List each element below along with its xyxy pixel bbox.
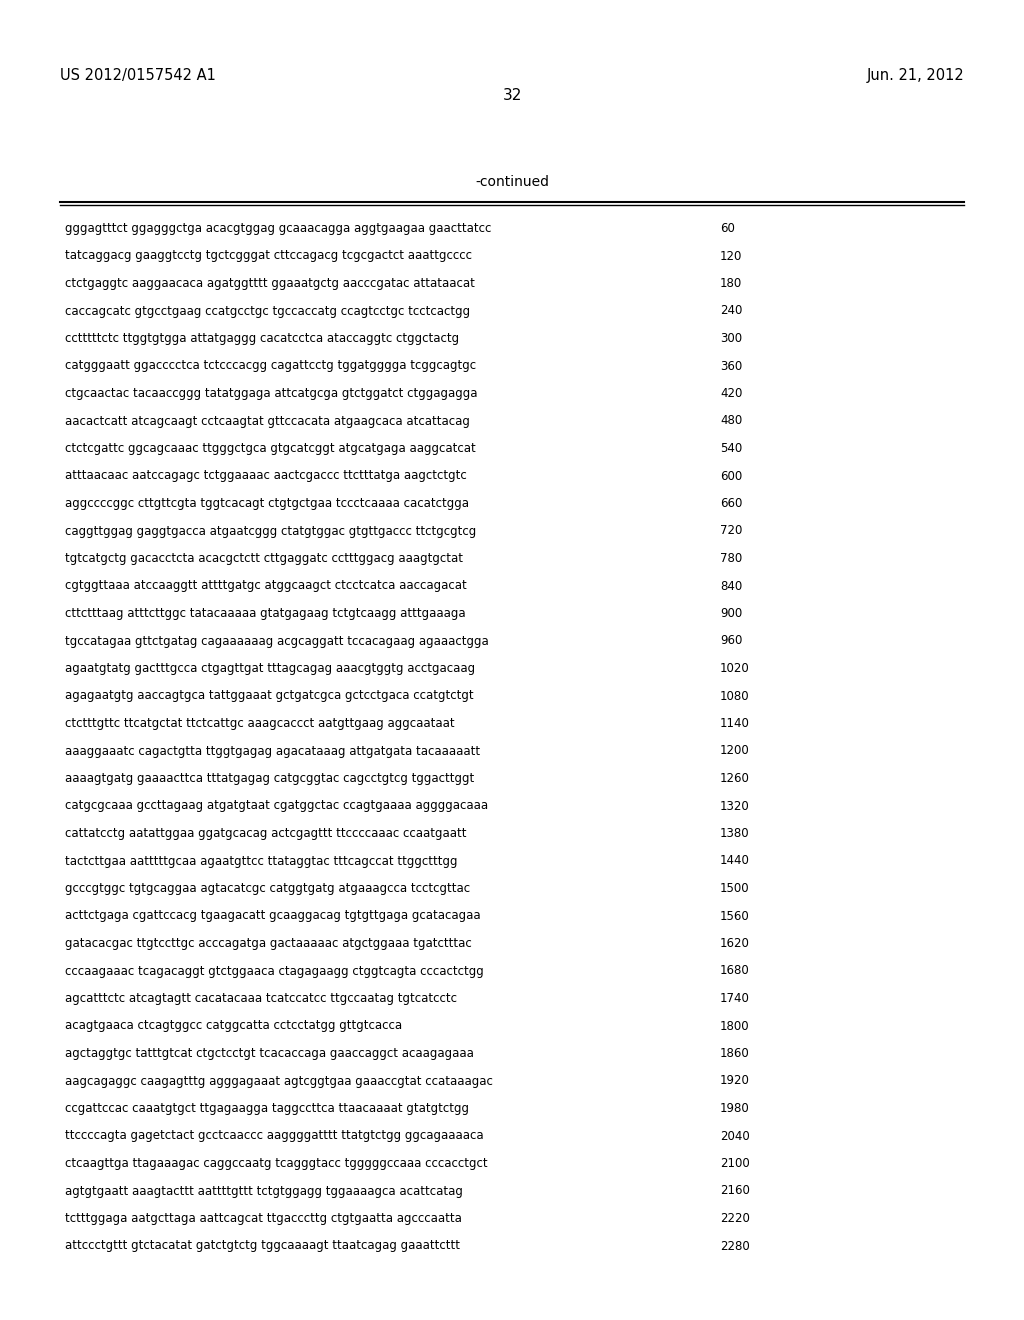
Text: ccgattccac caaatgtgct ttgagaagga taggccttca ttaacaaaat gtatgtctgg: ccgattccac caaatgtgct ttgagaagga taggcct… xyxy=(65,1102,469,1115)
Text: aggccccggc cttgttcgta tggtcacagt ctgtgctgaa tccctcaaaa cacatctgga: aggccccggc cttgttcgta tggtcacagt ctgtgct… xyxy=(65,498,469,510)
Text: 1320: 1320 xyxy=(720,800,750,813)
Text: gatacacgac ttgtccttgc acccagatga gactaaaaac atgctggaaa tgatctttac: gatacacgac ttgtccttgc acccagatga gactaaa… xyxy=(65,937,472,950)
Text: 300: 300 xyxy=(720,333,742,345)
Text: 1860: 1860 xyxy=(720,1047,750,1060)
Text: 1380: 1380 xyxy=(720,828,750,840)
Text: ctgcaactac tacaaccggg tatatggaga attcatgcga gtctggatct ctggagagga: ctgcaactac tacaaccggg tatatggaga attcatg… xyxy=(65,387,477,400)
Text: 1200: 1200 xyxy=(720,744,750,758)
Text: 900: 900 xyxy=(720,607,742,620)
Text: 120: 120 xyxy=(720,249,742,263)
Text: 1980: 1980 xyxy=(720,1102,750,1115)
Text: aaaggaaatc cagactgtta ttggtgagag agacataaag attgatgata tacaaaaatt: aaaggaaatc cagactgtta ttggtgagag agacata… xyxy=(65,744,480,758)
Text: 32: 32 xyxy=(503,88,521,103)
Text: 2220: 2220 xyxy=(720,1212,750,1225)
Text: 1140: 1140 xyxy=(720,717,750,730)
Text: ctcaagttga ttagaaagac caggccaatg tcagggtacc tgggggccaaa cccacctgct: ctcaagttga ttagaaagac caggccaatg tcagggt… xyxy=(65,1158,487,1170)
Text: -continued: -continued xyxy=(475,176,549,189)
Text: 1620: 1620 xyxy=(720,937,750,950)
Text: US 2012/0157542 A1: US 2012/0157542 A1 xyxy=(60,69,216,83)
Text: 1920: 1920 xyxy=(720,1074,750,1088)
Text: 420: 420 xyxy=(720,387,742,400)
Text: cttctttaag atttcttggc tatacaaaaa gtatgagaag tctgtcaagg atttgaaaga: cttctttaag atttcttggc tatacaaaaa gtatgag… xyxy=(65,607,466,620)
Text: 1020: 1020 xyxy=(720,663,750,675)
Text: attccctgttt gtctacatat gatctgtctg tggcaaaagt ttaatcagag gaaattcttt: attccctgttt gtctacatat gatctgtctg tggcaa… xyxy=(65,1239,460,1253)
Text: caccagcatc gtgcctgaag ccatgcctgc tgccaccatg ccagtcctgc tcctcactgg: caccagcatc gtgcctgaag ccatgcctgc tgccacc… xyxy=(65,305,470,318)
Text: 720: 720 xyxy=(720,524,742,537)
Text: aacactcatt atcagcaagt cctcaagtat gttccacata atgaagcaca atcattacag: aacactcatt atcagcaagt cctcaagtat gttccac… xyxy=(65,414,470,428)
Text: 600: 600 xyxy=(720,470,742,483)
Text: tgtcatgctg gacacctcta acacgctctt cttgaggatc cctttggacg aaagtgctat: tgtcatgctg gacacctcta acacgctctt cttgagg… xyxy=(65,552,463,565)
Text: ttccccagta gagetctact gcctcaaccc aaggggatttt ttatgtctgg ggcagaaaaca: ttccccagta gagetctact gcctcaaccc aagggga… xyxy=(65,1130,483,1143)
Text: cctttttctc ttggtgtgga attatgaggg cacatcctca ataccaggtc ctggctactg: cctttttctc ttggtgtgga attatgaggg cacatcc… xyxy=(65,333,459,345)
Text: agcatttctc atcagtagtt cacatacaaa tcatccatcc ttgccaatag tgtcatcctc: agcatttctc atcagtagtt cacatacaaa tcatcca… xyxy=(65,993,457,1005)
Text: catgcgcaaa gccttagaag atgatgtaat cgatggctac ccagtgaaaa aggggacaaa: catgcgcaaa gccttagaag atgatgtaat cgatggc… xyxy=(65,800,488,813)
Text: 1740: 1740 xyxy=(720,993,750,1005)
Text: 1800: 1800 xyxy=(720,1019,750,1032)
Text: cattatcctg aatattggaa ggatgcacag actcgagttt ttccccaaac ccaatgaatt: cattatcctg aatattggaa ggatgcacag actcgag… xyxy=(65,828,467,840)
Text: tctttggaga aatgcttaga aattcagcat ttgacccttg ctgtgaatta agcccaatta: tctttggaga aatgcttaga aattcagcat ttgaccc… xyxy=(65,1212,462,1225)
Text: 60: 60 xyxy=(720,222,735,235)
Text: cccaagaaac tcagacaggt gtctggaaca ctagagaagg ctggtcagta cccactctgg: cccaagaaac tcagacaggt gtctggaaca ctagaga… xyxy=(65,965,483,978)
Text: tatcaggacg gaaggtcctg tgctcgggat cttccagacg tcgcgactct aaattgcccc: tatcaggacg gaaggtcctg tgctcgggat cttccag… xyxy=(65,249,472,263)
Text: agaatgtatg gactttgcca ctgagttgat tttagcagag aaacgtggtg acctgacaag: agaatgtatg gactttgcca ctgagttgat tttagca… xyxy=(65,663,475,675)
Text: 540: 540 xyxy=(720,442,742,455)
Text: 180: 180 xyxy=(720,277,742,290)
Text: 840: 840 xyxy=(720,579,742,593)
Text: catgggaatt ggacccctca tctcccacgg cagattcctg tggatgggga tcggcagtgc: catgggaatt ggacccctca tctcccacgg cagattc… xyxy=(65,359,476,372)
Text: Jun. 21, 2012: Jun. 21, 2012 xyxy=(866,69,964,83)
Text: 1560: 1560 xyxy=(720,909,750,923)
Text: aagcagaggc caagagtttg agggagaaat agtcggtgaa gaaaccgtat ccataaagac: aagcagaggc caagagtttg agggagaaat agtcggt… xyxy=(65,1074,493,1088)
Text: 2160: 2160 xyxy=(720,1184,750,1197)
Text: 960: 960 xyxy=(720,635,742,648)
Text: 1500: 1500 xyxy=(720,882,750,895)
Text: 660: 660 xyxy=(720,498,742,510)
Text: 1080: 1080 xyxy=(720,689,750,702)
Text: acttctgaga cgattccacg tgaagacatt gcaaggacag tgtgttgaga gcatacagaa: acttctgaga cgattccacg tgaagacatt gcaagga… xyxy=(65,909,480,923)
Text: agagaatgtg aaccagtgca tattggaaat gctgatcgca gctcctgaca ccatgtctgt: agagaatgtg aaccagtgca tattggaaat gctgatc… xyxy=(65,689,474,702)
Text: 2100: 2100 xyxy=(720,1158,750,1170)
Text: acagtgaaca ctcagtggcc catggcatta cctcctatgg gttgtcacca: acagtgaaca ctcagtggcc catggcatta cctccta… xyxy=(65,1019,402,1032)
Text: 780: 780 xyxy=(720,552,742,565)
Text: 2040: 2040 xyxy=(720,1130,750,1143)
Text: 1440: 1440 xyxy=(720,854,750,867)
Text: tgccatagaa gttctgatag cagaaaaaag acgcaggatt tccacagaag agaaactgga: tgccatagaa gttctgatag cagaaaaaag acgcagg… xyxy=(65,635,488,648)
Text: 240: 240 xyxy=(720,305,742,318)
Text: ctctcgattc ggcagcaaac ttgggctgca gtgcatcggt atgcatgaga aaggcatcat: ctctcgattc ggcagcaaac ttgggctgca gtgcatc… xyxy=(65,442,476,455)
Text: agctaggtgc tatttgtcat ctgctcctgt tcacaccaga gaaccaggct acaagagaaa: agctaggtgc tatttgtcat ctgctcctgt tcacacc… xyxy=(65,1047,474,1060)
Text: 1260: 1260 xyxy=(720,772,750,785)
Text: agtgtgaatt aaagtacttt aattttgttt tctgtggagg tggaaaagca acattcatag: agtgtgaatt aaagtacttt aattttgttt tctgtgg… xyxy=(65,1184,463,1197)
Text: tactcttgaa aatttttgcaa agaatgttcc ttataggtac tttcagccat ttggctttgg: tactcttgaa aatttttgcaa agaatgttcc ttatag… xyxy=(65,854,458,867)
Text: 2280: 2280 xyxy=(720,1239,750,1253)
Text: atttaacaac aatccagagc tctggaaaac aactcgaccc ttctttatga aagctctgtc: atttaacaac aatccagagc tctggaaaac aactcga… xyxy=(65,470,467,483)
Text: 360: 360 xyxy=(720,359,742,372)
Text: cgtggttaaa atccaaggtt attttgatgc atggcaagct ctcctcatca aaccagacat: cgtggttaaa atccaaggtt attttgatgc atggcaa… xyxy=(65,579,467,593)
Text: gcccgtggc tgtgcaggaa agtacatcgc catggtgatg atgaaagcca tcctcgttac: gcccgtggc tgtgcaggaa agtacatcgc catggtga… xyxy=(65,882,470,895)
Text: ctctttgttc ttcatgctat ttctcattgc aaagcaccct aatgttgaag aggcaataat: ctctttgttc ttcatgctat ttctcattgc aaagcac… xyxy=(65,717,455,730)
Text: ctctgaggtc aaggaacaca agatggtttt ggaaatgctg aacccgatac attataacat: ctctgaggtc aaggaacaca agatggtttt ggaaatg… xyxy=(65,277,475,290)
Text: caggttggag gaggtgacca atgaatcggg ctatgtggac gtgttgaccc ttctgcgtcg: caggttggag gaggtgacca atgaatcggg ctatgtg… xyxy=(65,524,476,537)
Text: gggagtttct ggagggctga acacgtggag gcaaacagga aggtgaagaa gaacttatcc: gggagtttct ggagggctga acacgtggag gcaaaca… xyxy=(65,222,492,235)
Text: aaaagtgatg gaaaacttca tttatgagag catgcggtac cagcctgtcg tggacttggt: aaaagtgatg gaaaacttca tttatgagag catgcgg… xyxy=(65,772,474,785)
Text: 480: 480 xyxy=(720,414,742,428)
Text: 1680: 1680 xyxy=(720,965,750,978)
